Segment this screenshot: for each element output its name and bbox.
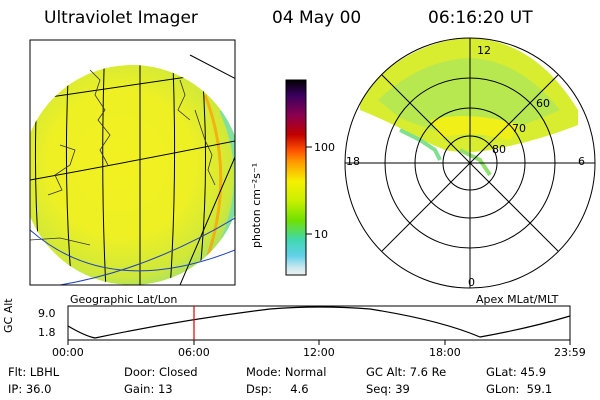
date-label: 04 May 00: [272, 8, 362, 28]
time-label: 06:16:20 UT: [428, 8, 533, 28]
mlat-label-60: 60: [536, 97, 550, 110]
altitude-plot: [67, 305, 571, 345]
mlt-label-18: 18: [346, 155, 360, 168]
colorbar-tick-10: 10: [314, 228, 328, 241]
altitude-curve: [67, 306, 571, 339]
filter-field: Flt: LBHL: [8, 365, 60, 379]
colorbar-unit-label: photon cm⁻²s⁻¹: [250, 162, 263, 248]
color-bar: [285, 79, 307, 276]
ip-field: IP: 36.0: [8, 382, 52, 396]
door-field: Door: Closed: [124, 365, 198, 379]
colorbar-tick-100: 100: [314, 141, 335, 154]
altitude-ylabel: GC Alt: [2, 298, 15, 333]
altitude-ytick-top: 9.0: [38, 307, 56, 320]
coastlines: [30, 69, 216, 246]
gain-field: Gain: 13: [124, 382, 173, 396]
mlt-label-0: 0: [468, 276, 475, 289]
glon-field: GLon: 59.1: [486, 382, 553, 396]
xtick-1200: 12:00: [303, 346, 335, 359]
polar-grid: [344, 37, 596, 289]
polar-plot-panel: [344, 37, 596, 289]
mlt-label-12: 12: [477, 44, 491, 57]
right-panel-caption: Apex MLat/MLT: [476, 293, 559, 306]
altitude-ytick-bottom: 1.8: [38, 326, 56, 339]
glat-field: GLat: 45.9: [486, 365, 547, 379]
mlt-label-6: 6: [578, 155, 585, 168]
instrument-title: Ultraviolet Imager: [44, 8, 198, 28]
geographic-globe-panel: [30, 54, 235, 285]
seq-field: Seq: 39: [366, 382, 410, 396]
xtick-0000: 00:00: [52, 346, 84, 359]
left-panel-caption: Geographic Lat/Lon: [70, 293, 178, 306]
xtick-2359: 23:59: [554, 346, 586, 359]
xtick-0600: 06:00: [178, 346, 210, 359]
globe-image: [30, 65, 235, 285]
mlat-label-80: 80: [492, 143, 506, 156]
mode-field: Mode: Normal: [246, 365, 327, 379]
gc-alt-field: GC Alt: 7.6 Re: [366, 365, 447, 379]
xtick-1800: 18:00: [429, 346, 461, 359]
dsp-field: Dsp: 4.6: [246, 382, 309, 396]
mlat-label-70: 70: [512, 122, 526, 135]
